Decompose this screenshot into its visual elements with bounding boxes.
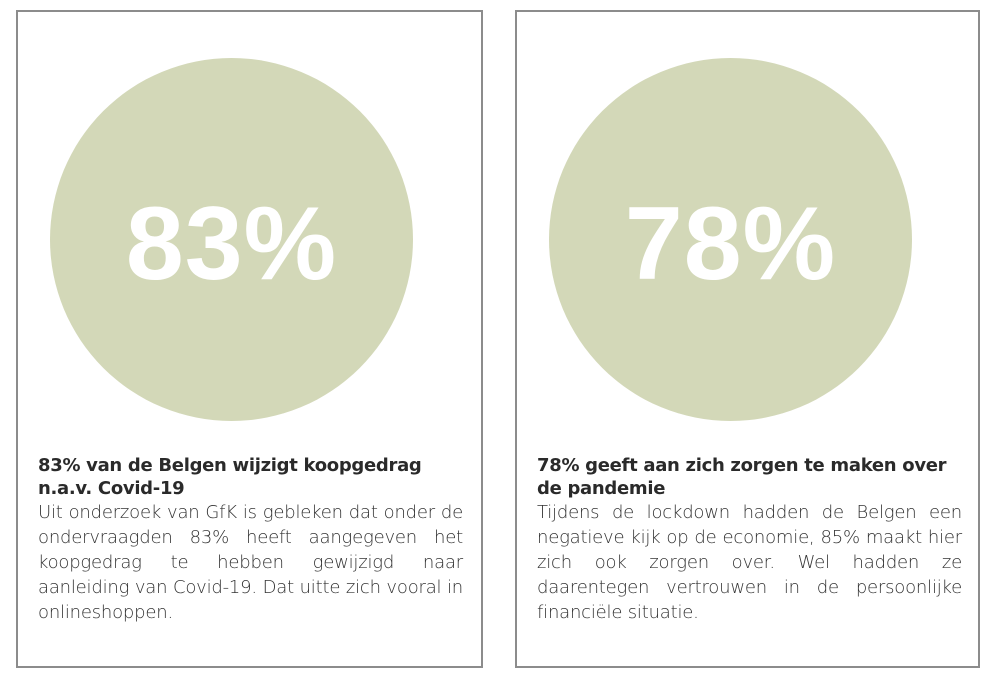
percentage-value: 83%: [125, 185, 338, 302]
card-headline: 83% van de Belgen wijzigt koopgedrag n.a…: [38, 454, 463, 500]
card-headline-line2: de pandemie: [537, 478, 666, 499]
percentage-circle: 78%: [549, 58, 912, 421]
card-headline: 78% geeft aan zich zorgen te maken over …: [537, 454, 962, 500]
card-headline-line1: 78% geeft aan zich zorgen te maken over: [537, 455, 947, 476]
percentage-value: 78%: [624, 185, 837, 302]
card-text: 78% geeft aan zich zorgen te maken over …: [537, 454, 962, 625]
card-headline-line2: n.a.v. Covid-19: [38, 478, 185, 499]
card-headline-line1: 83% van de Belgen wijzigt koopgedrag: [38, 455, 422, 476]
info-card-koopgedrag: 83% 83% van de Belgen wijzigt koopgedrag…: [16, 10, 483, 668]
card-body: Tijdens de lockdown hadden de Belgen een…: [537, 502, 962, 623]
info-card-pandemie: 78% 78% geeft aan zich zorgen te maken o…: [515, 10, 980, 668]
percentage-circle: 83%: [50, 58, 413, 421]
card-body: Uit onderzoek van GfK is gebleken dat on…: [38, 502, 463, 623]
card-text: 83% van de Belgen wijzigt koopgedrag n.a…: [38, 454, 463, 625]
